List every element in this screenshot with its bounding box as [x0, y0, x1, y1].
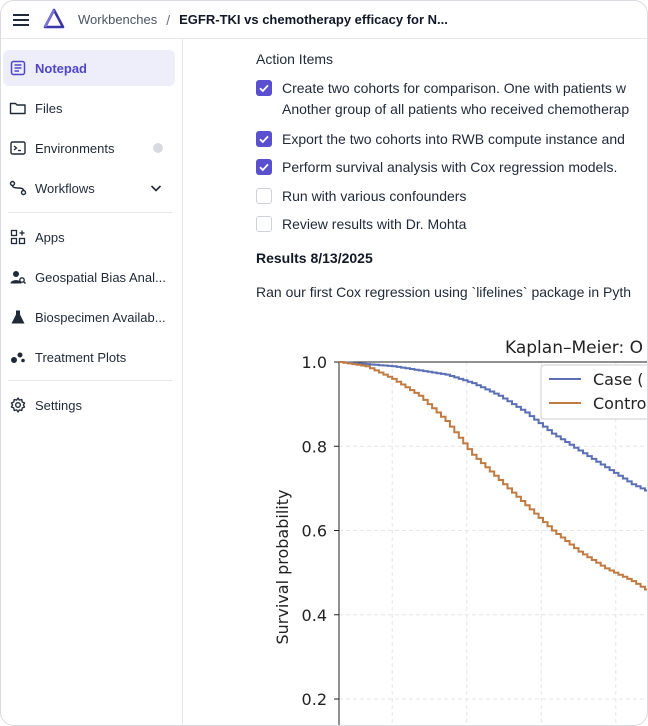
logo-icon — [42, 8, 66, 32]
task-item: Export the two cohorts into RWB compute … — [256, 129, 625, 149]
task-text: Export the two cohorts into RWB compute … — [282, 131, 625, 147]
notepad-editor[interactable]: Action Items Create two cohorts for comp… — [183, 39, 647, 725]
chart-title: Kaplan–Meier: O — [505, 338, 643, 358]
sidebar-divider — [8, 380, 172, 381]
chevron-down-icon[interactable] — [149, 181, 163, 195]
sidebar-item-label: Settings — [35, 397, 82, 413]
action-items-heading: Action Items — [256, 51, 334, 67]
sidebar-item-label: Workflows — [35, 180, 95, 196]
flask-icon — [9, 308, 27, 326]
sidebar-item-settings[interactable]: Settings — [3, 387, 175, 423]
scatter-icon — [9, 348, 27, 366]
terminal-icon — [9, 139, 27, 157]
task-text-continuation: Another group of all patients who receiv… — [282, 101, 630, 117]
legend-label-control: Contro — [593, 394, 646, 413]
task-item: Perform survival analysis with Cox regre… — [256, 157, 617, 177]
task-item: Review results with Dr. Mohta — [256, 214, 466, 234]
sidebar-item-environments[interactable]: Environments — [3, 130, 175, 166]
checkmark-icon — [259, 163, 269, 172]
sidebar-item-biospecimen[interactable]: Biospecimen Availab... — [3, 299, 175, 335]
task-item: Create two cohorts for comparison. One w… — [256, 78, 626, 98]
folder-icon — [9, 99, 27, 117]
task-item: Run with various confounders — [256, 186, 466, 206]
sidebar-item-label: Geospatial Bias Anal... — [35, 269, 166, 285]
apps-icon — [9, 228, 27, 246]
y-axis-label: Survival probability — [273, 490, 292, 645]
task-text: Perform survival analysis with Cox regre… — [282, 159, 618, 175]
sidebar-divider — [8, 212, 172, 213]
task-checkbox[interactable] — [256, 216, 272, 232]
breadcrumb-separator: / — [166, 11, 171, 28]
task-text: Run with various confounders — [282, 188, 467, 204]
chart-series — [339, 361, 647, 591]
sidebar-item-label: Notepad — [35, 60, 87, 76]
sidebar-item-label: Environments — [35, 140, 115, 156]
page-title: EGFR-TKI vs chemotherapy efficacy for N.… — [179, 12, 448, 27]
y-tick-label: 1.0 — [302, 353, 327, 372]
sidebar: Notepad Files Environments Workflows — [1, 39, 183, 725]
results-heading: Results 8/13/2025 — [256, 250, 373, 266]
chart-legend: Case ( Contro — [540, 364, 647, 420]
sidebar-item-label: Biospecimen Availab... — [35, 309, 166, 325]
user-search-icon — [9, 268, 27, 286]
top-bar: Workbenches / EGFR-TKI vs chemotherapy e… — [1, 1, 647, 39]
series-line-case — [339, 361, 647, 492]
sidebar-item-treatment-plots[interactable]: Treatment Plots — [3, 339, 175, 375]
y-tick-label: 0.4 — [302, 606, 327, 625]
sidebar-item-files[interactable]: Files — [3, 90, 175, 126]
results-paragraph: Ran our first Cox regression using `life… — [256, 284, 632, 300]
notepad-icon — [9, 59, 27, 77]
y-tick-label: 0.8 — [302, 437, 327, 456]
checkmark-icon — [259, 135, 269, 144]
gear-icon — [9, 396, 27, 414]
sidebar-item-label: Files — [35, 100, 63, 116]
sidebar-item-notepad[interactable]: Notepad — [3, 50, 175, 86]
task-checkbox[interactable] — [256, 131, 272, 147]
legend-label-case: Case ( — [593, 370, 643, 389]
task-checkbox[interactable] — [256, 159, 272, 175]
status-dot — [153, 143, 163, 153]
task-text: Review results with Dr. Mohta — [282, 216, 467, 232]
task-checkbox[interactable] — [256, 80, 272, 96]
kaplan-meier-chart: Kaplan–Meier: O 1.0 0.8 0.6 0.4 0.2 Survival… — [273, 338, 647, 725]
menu-icon[interactable] — [10, 9, 32, 31]
breadcrumb-root[interactable]: Workbenches — [78, 12, 158, 27]
chart-grid — [334, 361, 647, 725]
sidebar-item-label: Apps — [35, 229, 65, 245]
series-line-control — [339, 361, 647, 591]
chart-axes-frame — [338, 361, 647, 725]
task-checkbox[interactable] — [256, 188, 272, 204]
workflow-icon — [9, 179, 27, 197]
sidebar-item-workflows[interactable]: Workflows — [3, 170, 175, 206]
sidebar-item-apps[interactable]: Apps — [3, 219, 175, 255]
y-tick-labels: 1.0 0.8 0.6 0.4 0.2 — [302, 353, 327, 709]
y-tick-label: 0.2 — [302, 690, 327, 709]
sidebar-item-label: Treatment Plots — [35, 349, 127, 365]
task-text: Create two cohorts for comparison. One w… — [282, 80, 626, 96]
sidebar-item-geospatial-bias[interactable]: Geospatial Bias Anal... — [3, 259, 175, 295]
y-tick-label: 0.6 — [302, 522, 327, 541]
checkmark-icon — [259, 84, 269, 93]
